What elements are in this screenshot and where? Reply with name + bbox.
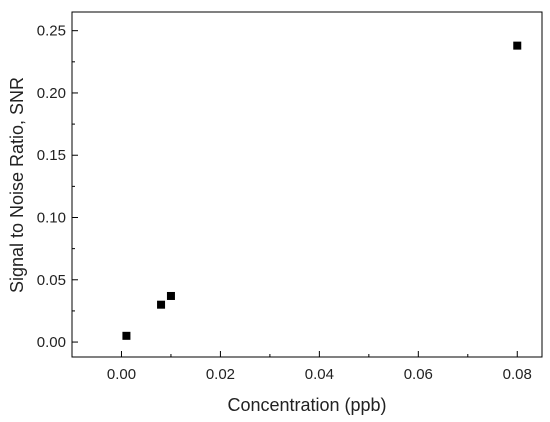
x-tick-label: 0.02 [206,366,235,383]
data-points [122,41,522,340]
y-tick-label: 0.05 [37,272,66,289]
y-tick-label: 0.15 [37,147,66,164]
x-axis-ticks: 0.00 0.02 0.04 0.06 0.08 [107,351,532,383]
y-tick-label: 0.10 [37,210,66,227]
y-tick-label: 0.25 [37,23,66,40]
data-point-marker [513,41,522,50]
data-point-marker [166,291,175,300]
x-tick-label: 0.06 [404,366,433,383]
x-axis-title: Concentration (ppb) [227,395,386,415]
y-axis-title: Signal to Noise Ratio, SNR [7,77,27,293]
x-tick-label: 0.04 [305,366,334,383]
data-point-marker [157,300,166,309]
x-tick-label: 0.08 [503,366,532,383]
data-point-marker [122,331,131,340]
y-axis-ticks: 0.00 0.05 0.10 0.15 0.20 0.25 [37,23,78,351]
y-tick-label: 0.00 [37,334,66,351]
x-tick-label: 0.00 [107,366,136,383]
y-tick-label: 0.20 [37,85,66,102]
plot-frame [71,11,543,358]
